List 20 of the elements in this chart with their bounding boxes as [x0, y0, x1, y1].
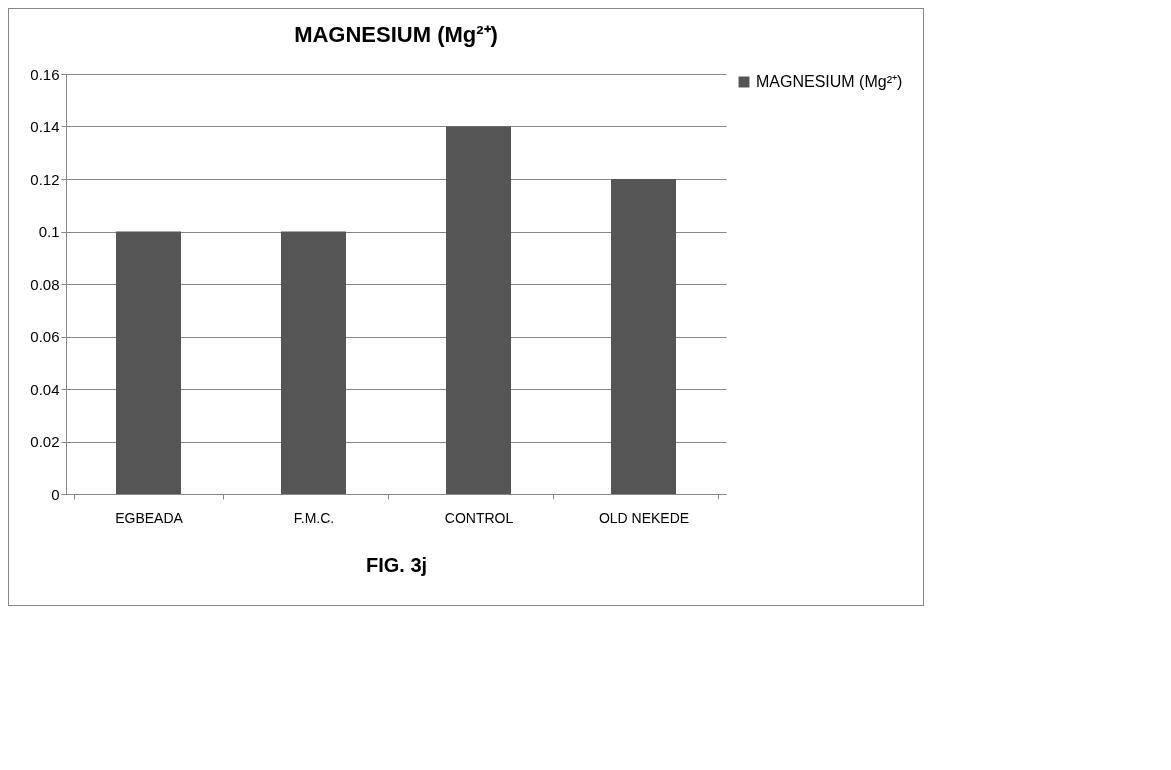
- x-axis-title: FIG. 3j: [365, 553, 428, 576]
- y-tick-label: 0.04: [30, 380, 60, 398]
- y-tick-label: 0: [51, 485, 60, 503]
- x-tick-label: CONTROL: [444, 509, 514, 526]
- y-tick-label: 0.08: [30, 275, 60, 293]
- x-tick-label: EGBEADA: [115, 509, 184, 526]
- y-tick-label: 0.02: [30, 433, 60, 450]
- chart-title: MAGNESIUM (Mg²⁺): [294, 22, 498, 47]
- x-tick-label: OLD NEKEDE: [598, 509, 690, 526]
- y-tick-label: 0.1: [38, 223, 60, 240]
- bar: [446, 126, 511, 494]
- y-tick-label: 0.14: [30, 118, 60, 135]
- bar: [116, 231, 181, 494]
- y-tick-label: 0.06: [30, 328, 60, 345]
- y-tick-label: 0.12: [30, 170, 60, 188]
- bar: [281, 231, 346, 494]
- x-tick-label: F.M.C.: [293, 509, 335, 526]
- bar: [611, 179, 676, 494]
- y-tick-label: 0.16: [30, 65, 60, 83]
- legend-label: MAGNESIUM (Mg²⁺): [756, 73, 903, 90]
